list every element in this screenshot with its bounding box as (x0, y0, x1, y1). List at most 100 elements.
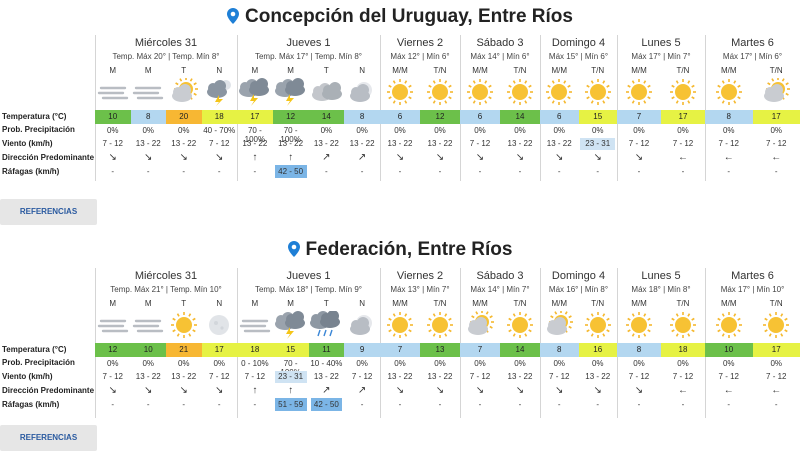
sun-icon (422, 311, 458, 339)
sun-icon (462, 78, 498, 106)
wind-value: 13 - 22 (309, 138, 345, 150)
temperature-cell: 17 (753, 343, 800, 357)
temperature-cell: 17 (753, 110, 800, 124)
partly-cloudy-icon (166, 78, 202, 106)
wind-direction-arrow: ← (705, 152, 753, 163)
wind-value: 13 - 22 (131, 138, 167, 150)
temperature-cell: 6 (540, 110, 579, 124)
temperature-cell: 15 (273, 343, 309, 357)
temperature-cell: 17 (661, 110, 705, 124)
precip-value: 0% (753, 126, 800, 135)
sun-icon (382, 311, 418, 339)
period-label: T/N (758, 299, 794, 308)
wind-value: 13 - 22 (166, 371, 202, 383)
gust-value: - (202, 398, 238, 411)
row-label: Prob. Precipitación (2, 358, 75, 367)
wind-value: 7 - 12 (705, 138, 753, 150)
wind-value: 7 - 12 (540, 371, 579, 383)
temperature-cell: 17 (237, 110, 273, 124)
wind-value: 13 - 22 (420, 138, 460, 150)
period-label: M/M (711, 299, 747, 308)
gust-value: - (460, 398, 500, 411)
precip-value: 0% (500, 126, 540, 135)
period-label: N (344, 66, 380, 75)
day-temps: Máx 15° | Mín 6° (540, 52, 617, 61)
location-title: Concepción del Uruguay, Entre Ríos (245, 6, 573, 27)
day-name: Viernes 2 (380, 37, 460, 49)
precip-value: 0% (579, 126, 618, 135)
wind-value: 7 - 12 (617, 138, 661, 150)
sun-icon (665, 311, 701, 339)
day-temps: Temp. Máx 17° | Temp. Mín 8° (237, 52, 380, 61)
gust-value: - (237, 398, 273, 411)
gust-value: - (131, 165, 167, 178)
referencias-button[interactable]: REFERENCIAS (0, 199, 97, 225)
period-label: M/M (541, 299, 577, 308)
wind-value: 13 - 22 (309, 371, 345, 383)
day-name: Domingo 4 (540, 270, 617, 282)
wind-direction-arrow: ↗ (309, 152, 345, 163)
fog-icon (237, 311, 273, 339)
gust-value: - (617, 165, 661, 178)
temperature-cell: 8 (540, 343, 579, 357)
precip-value: 0% (95, 126, 131, 135)
wind-direction-arrow: ↘ (460, 385, 500, 396)
period-label: M (95, 299, 131, 308)
gust-value: - (500, 398, 540, 411)
period-label: T/N (580, 66, 616, 75)
precip-value: 0% (95, 359, 131, 368)
sun-icon (502, 311, 538, 339)
wind-direction-arrow: ↗ (344, 385, 380, 396)
sun-icon (711, 78, 747, 106)
partly-cloudy-icon (758, 78, 794, 106)
temperature-cell: 13 (420, 343, 460, 357)
period-label: M (237, 66, 273, 75)
wind-direction-arrow: ↘ (95, 152, 131, 163)
wind-direction-arrow: ↘ (166, 385, 202, 396)
precip-value: 0% (460, 359, 500, 368)
day-name: Jueves 1 (237, 37, 380, 49)
day-temps: Máx 17° | Mín 6° (705, 52, 800, 61)
location-pin-icon (227, 8, 239, 30)
wind-value: 7 - 12 (460, 371, 500, 383)
wind-value: 13 - 22 (166, 138, 202, 150)
temperature-cell: 7 (460, 343, 500, 357)
wind-value: 13 - 22 (237, 138, 273, 150)
precip-value: 0% (166, 126, 202, 135)
temperature-cell: 12 (420, 110, 460, 124)
wind-value: 7 - 12 (202, 371, 238, 383)
period-label: T/N (665, 66, 701, 75)
row-label: Dirección Predominante (2, 386, 94, 395)
gust-value: - (579, 165, 618, 178)
referencias-button[interactable]: REFERENCIAS (0, 425, 97, 451)
precip-value: 0% (460, 126, 500, 135)
sun-icon (166, 311, 202, 339)
gust-value: - (131, 398, 167, 411)
temperature-cell: 11 (309, 343, 345, 357)
wind-value: 7 - 12 (237, 371, 273, 383)
period-label: M/M (462, 66, 498, 75)
wind-value: 23 - 31 (275, 371, 307, 383)
sun-icon (621, 78, 657, 106)
temperature-cell: 8 (344, 110, 380, 124)
wind-value: 7 - 12 (617, 371, 661, 383)
day-temps: Máx 18° | Mín 8° (617, 285, 705, 294)
wind-value: 7 - 12 (95, 371, 131, 383)
period-label: M/M (382, 66, 418, 75)
temperature-cell: 15 (579, 110, 618, 124)
wind-direction-arrow: ↘ (380, 152, 420, 163)
sun-icon (502, 78, 538, 106)
day-name: Domingo 4 (540, 37, 617, 49)
gust-value: - (309, 165, 345, 178)
period-label: M/M (541, 66, 577, 75)
period-label: T (166, 299, 202, 308)
wind-direction-arrow: ↘ (202, 152, 238, 163)
gust-value: - (202, 165, 238, 178)
day-temps: Temp. Máx 18° | Temp. Mín 9° (237, 285, 380, 294)
temperature-cell: 6 (380, 110, 420, 124)
wind-direction-arrow: ↘ (460, 152, 500, 163)
precip-value: 0% (131, 126, 167, 135)
location-title-row: Concepción del Uruguay, Entre Ríos (0, 6, 800, 30)
wind-direction-arrow: ↘ (617, 152, 661, 163)
gust-value: - (753, 398, 800, 411)
